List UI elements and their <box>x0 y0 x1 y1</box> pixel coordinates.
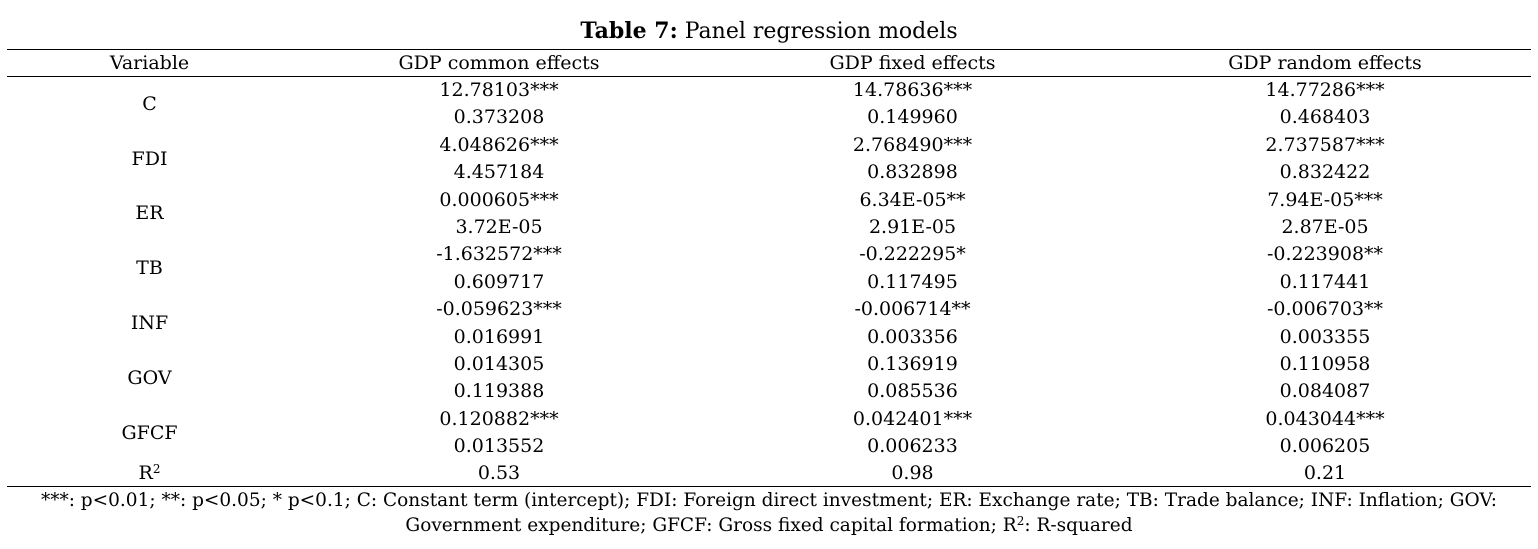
header-random-effects: GDP random effects <box>1119 49 1531 77</box>
variable-cell: GFCF <box>121 421 178 444</box>
coef-cell: -0.223908** <box>1266 243 1384 266</box>
se-cell: 2.91E-05 <box>868 216 957 239</box>
se-cell: 0.119388 <box>453 380 545 403</box>
table-row: 0.016991 0.003356 0.003355 <box>7 324 1531 351</box>
se-cell: 0.373208 <box>453 106 545 129</box>
table-row: 4.457184 0.832898 0.832422 <box>7 159 1531 186</box>
se-cell: 3.72E-05 <box>455 216 543 239</box>
header-fixed-effects: GDP fixed effects <box>706 49 1119 77</box>
table-caption: Table 7: Panel regression models <box>7 16 1531 46</box>
coef-cell: 2.768490*** <box>852 133 973 156</box>
coef-cell: 6.34E-05** <box>859 188 966 211</box>
table-row: 0.373208 0.149960 0.468403 <box>7 104 1531 131</box>
coef-cell: 0.014305 <box>453 353 545 376</box>
se-cell: 0.013552 <box>453 435 545 458</box>
table-row: 3.72E-05 2.91E-05 2.87E-05 <box>7 214 1531 241</box>
r-squared-value: 0.98 <box>706 460 1119 487</box>
se-cell: 0.609717 <box>453 270 545 293</box>
table-row: 0.013552 0.006233 0.006205 <box>7 433 1531 460</box>
coef-cell: 4.048626*** <box>439 133 559 156</box>
variable-cell: ER <box>135 202 164 225</box>
coef-cell: -0.222295* <box>859 243 966 266</box>
table-row: GFCF 0.120882*** 0.042401*** 0.043044*** <box>7 406 1531 444</box>
header-common-effects: GDP common effects <box>292 49 706 77</box>
coef-cell: 2.737587*** <box>1265 133 1385 156</box>
variable-cell: C <box>142 92 157 115</box>
note-line-2: Government expenditure; GFCF: Gross fixe… <box>405 513 1133 536</box>
coef-cell: 14.78636*** <box>852 79 973 101</box>
coef-cell: 0.042401*** <box>852 407 973 430</box>
coef-cell: -1.632572*** <box>436 243 562 266</box>
variable-cell: TB <box>136 257 163 280</box>
se-cell: 0.003356 <box>867 325 958 348</box>
se-cell: 0.468403 <box>1279 106 1371 129</box>
se-cell: 0.003355 <box>1279 325 1371 348</box>
table-row: ER 0.000605*** 6.34E-05** 7.94E-05*** <box>7 187 1531 225</box>
table-figure: Table 7: Panel regression models Variabl… <box>7 16 1531 538</box>
caption-label: Table 7: <box>580 18 678 44</box>
variable-cell: INF <box>130 311 169 334</box>
coef-cell: 7.94E-05*** <box>1267 188 1383 211</box>
coef-cell: -0.006714** <box>854 298 971 321</box>
r-squared-row: R2 0.53 0.98 0.21 <box>7 460 1531 487</box>
coef-cell: 12.78103*** <box>439 79 559 101</box>
r-squared-label: R2 <box>7 460 292 487</box>
coef-cell: 0.110958 <box>1279 353 1371 376</box>
se-cell: 4.457184 <box>453 161 545 184</box>
se-cell: 0.006233 <box>867 435 958 458</box>
r-squared-value: 0.21 <box>1119 460 1531 487</box>
table-row: C 12.78103*** 14.78636*** 14.77286*** <box>7 77 1531 115</box>
coef-cell: 0.136919 <box>867 353 958 376</box>
table-row: GOV 0.014305 0.136919 0.110958 <box>7 351 1531 389</box>
table-row: INF -0.059623*** -0.006714** -0.006703** <box>7 296 1531 334</box>
se-cell: 2.87E-05 <box>1281 216 1369 239</box>
coef-cell: -0.059623*** <box>436 298 562 321</box>
note-line-1: ***: p<0.01; **: p<0.05; * p<0.1; C: Con… <box>40 489 1498 511</box>
se-cell: 0.016991 <box>453 325 545 348</box>
coef-cell: 0.043044*** <box>1265 407 1385 430</box>
table-row: TB -1.632572*** -0.222295* -0.223908** <box>7 241 1531 279</box>
coef-cell: 0.000605*** <box>439 188 559 211</box>
se-cell: 0.832422 <box>1279 161 1371 184</box>
se-cell: 0.149960 <box>867 106 958 129</box>
table-note: ***: p<0.01; **: p<0.05; * p<0.1; C: Con… <box>7 488 1531 538</box>
table-row: 0.119388 0.085536 0.084087 <box>7 378 1531 405</box>
se-cell: 0.084087 <box>1279 380 1371 403</box>
se-cell: 0.006205 <box>1279 435 1371 458</box>
se-cell: 0.832898 <box>867 161 958 184</box>
r-squared-value: 0.53 <box>292 460 706 487</box>
coef-cell: 14.77286*** <box>1265 79 1385 101</box>
variable-cell: FDI <box>131 147 168 170</box>
se-cell: 0.085536 <box>867 380 958 403</box>
header-row: Variable GDP common effects GDP fixed ef… <box>7 49 1531 77</box>
caption-text: Panel regression models <box>677 19 958 44</box>
table-row: 0.609717 0.117495 0.117441 <box>7 269 1531 296</box>
variable-cell: GOV <box>127 366 172 389</box>
se-cell: 0.117441 <box>1279 270 1371 293</box>
table-row: FDI 4.048626*** 2.768490*** 2.737587*** <box>7 132 1531 170</box>
coef-cell: -0.006703** <box>1266 298 1384 321</box>
header-variable: Variable <box>7 49 292 77</box>
coef-cell: 0.120882*** <box>439 407 559 430</box>
se-cell: 0.117495 <box>867 270 958 293</box>
regression-table: Variable GDP common effects GDP fixed ef… <box>7 49 1531 487</box>
